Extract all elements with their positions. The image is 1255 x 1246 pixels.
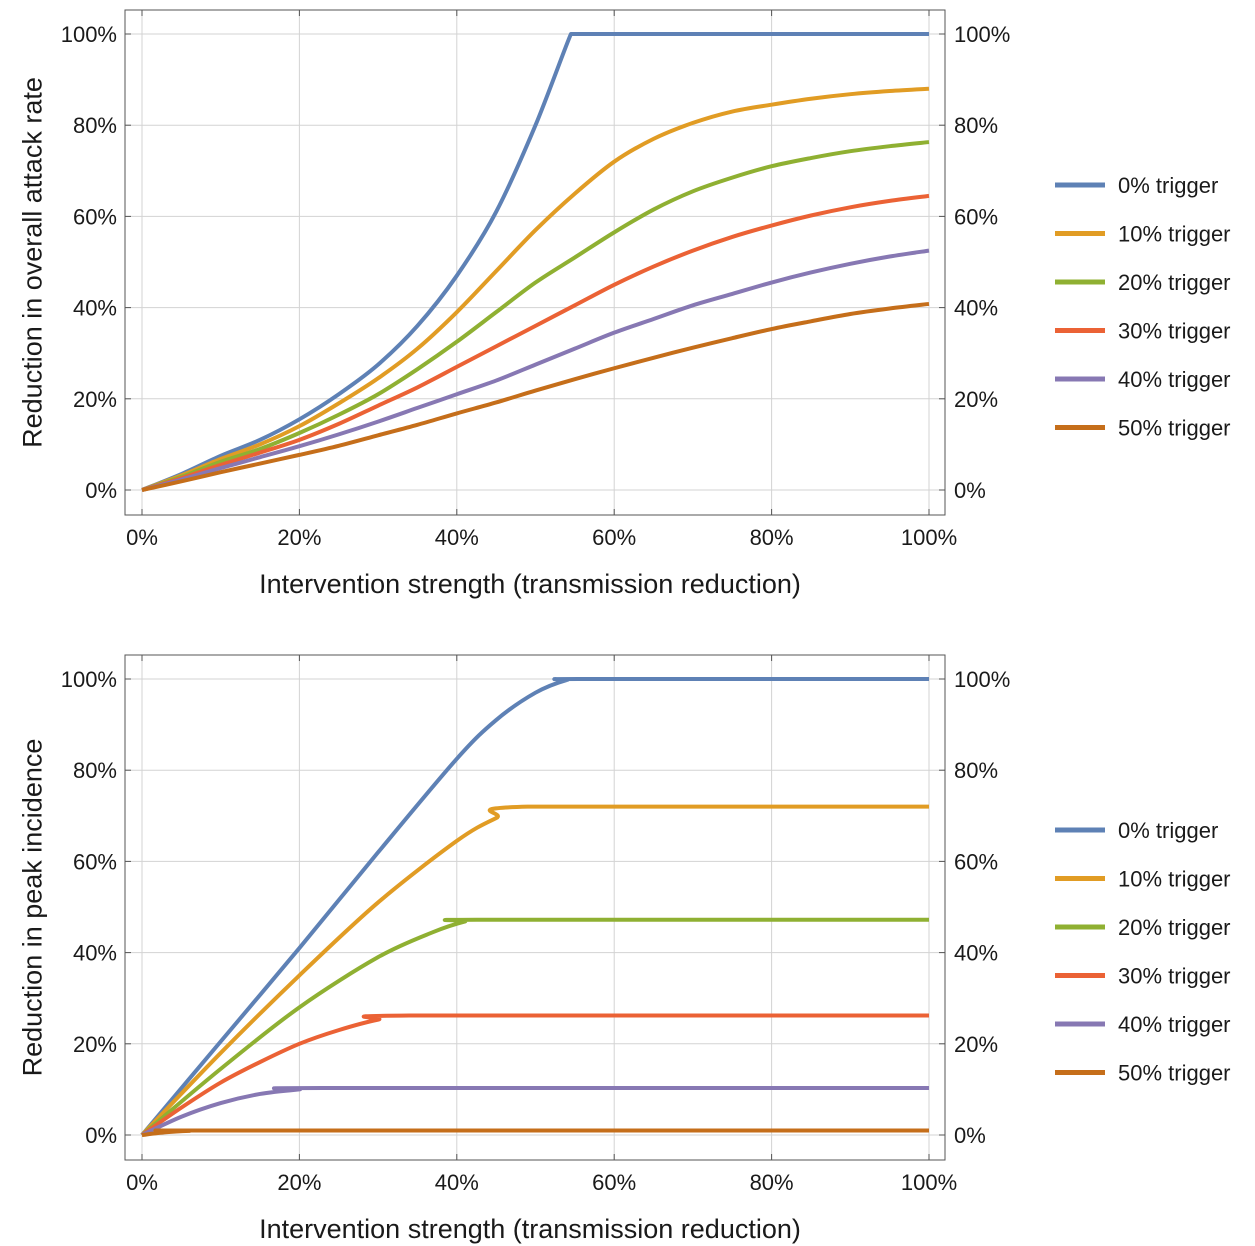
series-lines: [140, 676, 930, 1137]
y-tick-label: 0%: [85, 1123, 117, 1148]
y-tick-label: 80%: [73, 758, 117, 783]
chart-peak-incidence: 0% 0% 0% 20% 20% 20% 40% 40% 40% 60% 60% 60% 80% 80% 8…: [17, 654, 1231, 1244]
series-line-10pct-trigger: [141, 86, 930, 492]
series-line-30pct-trigger: [141, 193, 930, 492]
legend-label: 10% trigger: [1118, 222, 1231, 247]
legend-label: 40% trigger: [1118, 367, 1231, 392]
y-tick-label: 60%: [73, 204, 117, 229]
x-tick-label: 20%: [277, 1170, 321, 1195]
y-tick-label: 20%: [73, 387, 117, 412]
series-line-50pct-trigger: [141, 301, 930, 492]
y-tick-label-right: 60%: [954, 204, 998, 229]
y-tick-label-right: 40%: [954, 296, 998, 321]
y-tick-label-right: 60%: [954, 849, 998, 874]
plot-frame: [124, 654, 946, 1161]
legend-label: 30% trigger: [1118, 319, 1231, 344]
legend-label: 50% trigger: [1118, 1061, 1231, 1086]
grid: [125, 655, 945, 1160]
series-lines: [141, 32, 930, 492]
x-axis-label: Intervention strength (transmission redu…: [259, 1214, 801, 1244]
y-tick-label: 20%: [73, 1032, 117, 1057]
legend-label: 10% trigger: [1118, 867, 1231, 892]
series-line-50pct-trigger: [141, 1128, 929, 1137]
y-tick-label-right: 100%: [954, 667, 1010, 692]
y-tick-label-right: 20%: [954, 1032, 998, 1057]
x-tick-label: 60%: [592, 1170, 636, 1195]
legend-label: 20% trigger: [1118, 915, 1231, 940]
legend-label: 30% trigger: [1118, 964, 1231, 989]
x-tick-label: 100%: [901, 525, 957, 550]
y-tick-label-right: 0%: [954, 478, 986, 503]
x-tick-label: 0%: [126, 1170, 158, 1195]
legend-label: 40% trigger: [1118, 1012, 1231, 1037]
series-line-10pct-trigger: [140, 804, 929, 1137]
x-tick-label: 100%: [901, 1170, 957, 1195]
x-tick-label: 60%: [592, 525, 636, 550]
y-tick-label: 40%: [73, 941, 117, 966]
x-tick-label: 80%: [750, 525, 794, 550]
series-line-20pct-trigger: [141, 140, 930, 492]
y-tick-label-right: 80%: [954, 113, 998, 138]
y-tick-label-right: 0%: [954, 1123, 986, 1148]
legend: 0% trigger 10% trigger 20% trigger 30% trig…: [1055, 818, 1231, 1086]
legend-label: 20% trigger: [1118, 270, 1231, 295]
y-tick-label-right: 100%: [954, 22, 1010, 47]
series-line-20pct-trigger: [140, 917, 929, 1137]
series-line-30pct-trigger: [140, 1013, 930, 1137]
x-tick-label: 80%: [750, 1170, 794, 1195]
chart-attack-rate: 0% 0% 0% 20% 20% 20% 40% 40% 40% 60% 60% 60% 80% 80% 8…: [17, 9, 1231, 599]
y-tick-label-right: 40%: [954, 941, 998, 966]
ticks: 0% 0% 0% 20% 20% 20% 40% 40% 40% 60% 60% 60% 80% 80% 8…: [61, 655, 1010, 1195]
x-tick-label: 0%: [126, 525, 158, 550]
legend-label: 50% trigger: [1118, 416, 1231, 441]
series-line-0pct-trigger: [141, 32, 929, 492]
y-axis-label: Reduction in peak incidence: [17, 739, 47, 1077]
plot-frame: [124, 9, 946, 516]
series-line-0pct-trigger: [140, 676, 929, 1137]
grid: [125, 10, 945, 515]
x-tick-label: 40%: [435, 525, 479, 550]
y-tick-label: 100%: [61, 22, 117, 47]
series-line-40pct-trigger: [141, 1086, 929, 1137]
y-axis-label: Reduction in overall attack rate: [17, 77, 47, 448]
y-tick-label-right: 80%: [954, 758, 998, 783]
x-axis-label: Intervention strength (transmission redu…: [259, 569, 801, 599]
x-tick-label: 40%: [435, 1170, 479, 1195]
series-line-40pct-trigger: [141, 248, 930, 492]
y-tick-label: 60%: [73, 849, 117, 874]
y-tick-label: 0%: [85, 478, 117, 503]
legend: 0% trigger 10% trigger 20% trigger 30% trig…: [1055, 173, 1231, 441]
legend-label: 0% trigger: [1118, 818, 1218, 843]
y-tick-label-right: 20%: [954, 387, 998, 412]
y-tick-label: 100%: [61, 667, 117, 692]
x-tick-label: 20%: [277, 525, 321, 550]
ticks: 0% 0% 0% 20% 20% 20% 40% 40% 40% 60% 60% 60% 80% 80% 8…: [61, 10, 1010, 550]
y-tick-label: 80%: [73, 113, 117, 138]
legend-label: 0% trigger: [1118, 173, 1218, 198]
y-tick-label: 40%: [73, 296, 117, 321]
